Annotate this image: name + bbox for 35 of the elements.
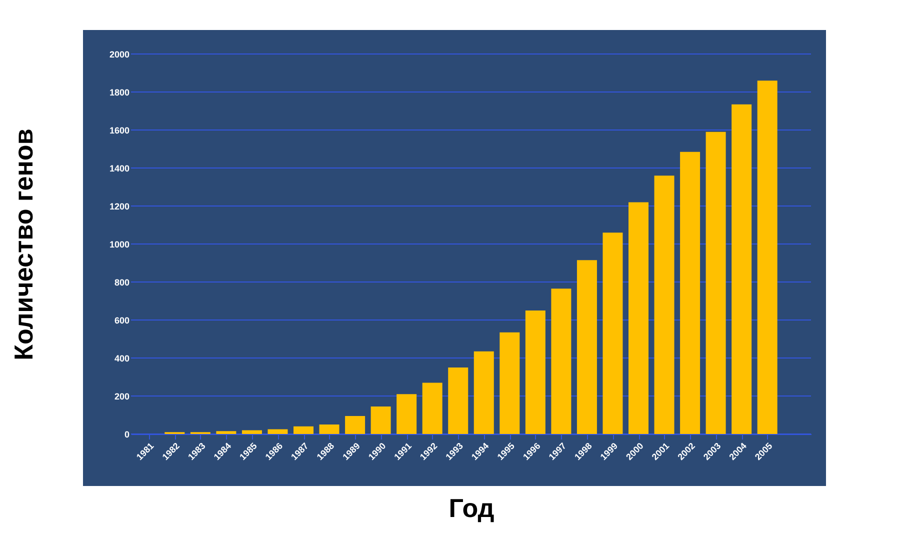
- bar: [474, 351, 494, 434]
- bar: [370, 406, 391, 434]
- y-axis-title: Количество генов: [8, 128, 38, 360]
- y-tick-label: 1200: [109, 202, 130, 212]
- bar: [345, 416, 366, 434]
- y-tick-label: 1800: [109, 88, 130, 98]
- x-axis-title: Год: [448, 493, 495, 524]
- bar: [525, 310, 546, 434]
- bar: [654, 176, 674, 434]
- y-tick-label: 1000: [109, 240, 130, 250]
- y-tick-label: 2000: [109, 50, 130, 60]
- bar: [732, 104, 752, 434]
- bar: [242, 430, 262, 434]
- bar: [268, 429, 288, 434]
- y-tick-label: 0: [124, 430, 130, 440]
- bar: [396, 394, 417, 434]
- bar: [680, 152, 700, 434]
- bar: [319, 424, 340, 434]
- y-tick-label: 200: [114, 392, 130, 402]
- y-tick-label: 600: [114, 316, 130, 326]
- y-tick-label: 1600: [109, 126, 130, 136]
- y-tick-label: 1400: [109, 164, 130, 174]
- bar: [500, 332, 520, 434]
- bar: [628, 202, 648, 434]
- bar: [551, 288, 572, 434]
- bar: [706, 132, 726, 434]
- bar: [602, 232, 623, 434]
- bar: [757, 80, 778, 434]
- bar: [448, 368, 468, 434]
- bar: [422, 382, 442, 434]
- bar: [294, 426, 314, 434]
- bar: [576, 260, 597, 434]
- y-tick-label: 400: [114, 354, 130, 364]
- y-tick-label: 800: [114, 278, 130, 288]
- bar: [216, 431, 236, 434]
